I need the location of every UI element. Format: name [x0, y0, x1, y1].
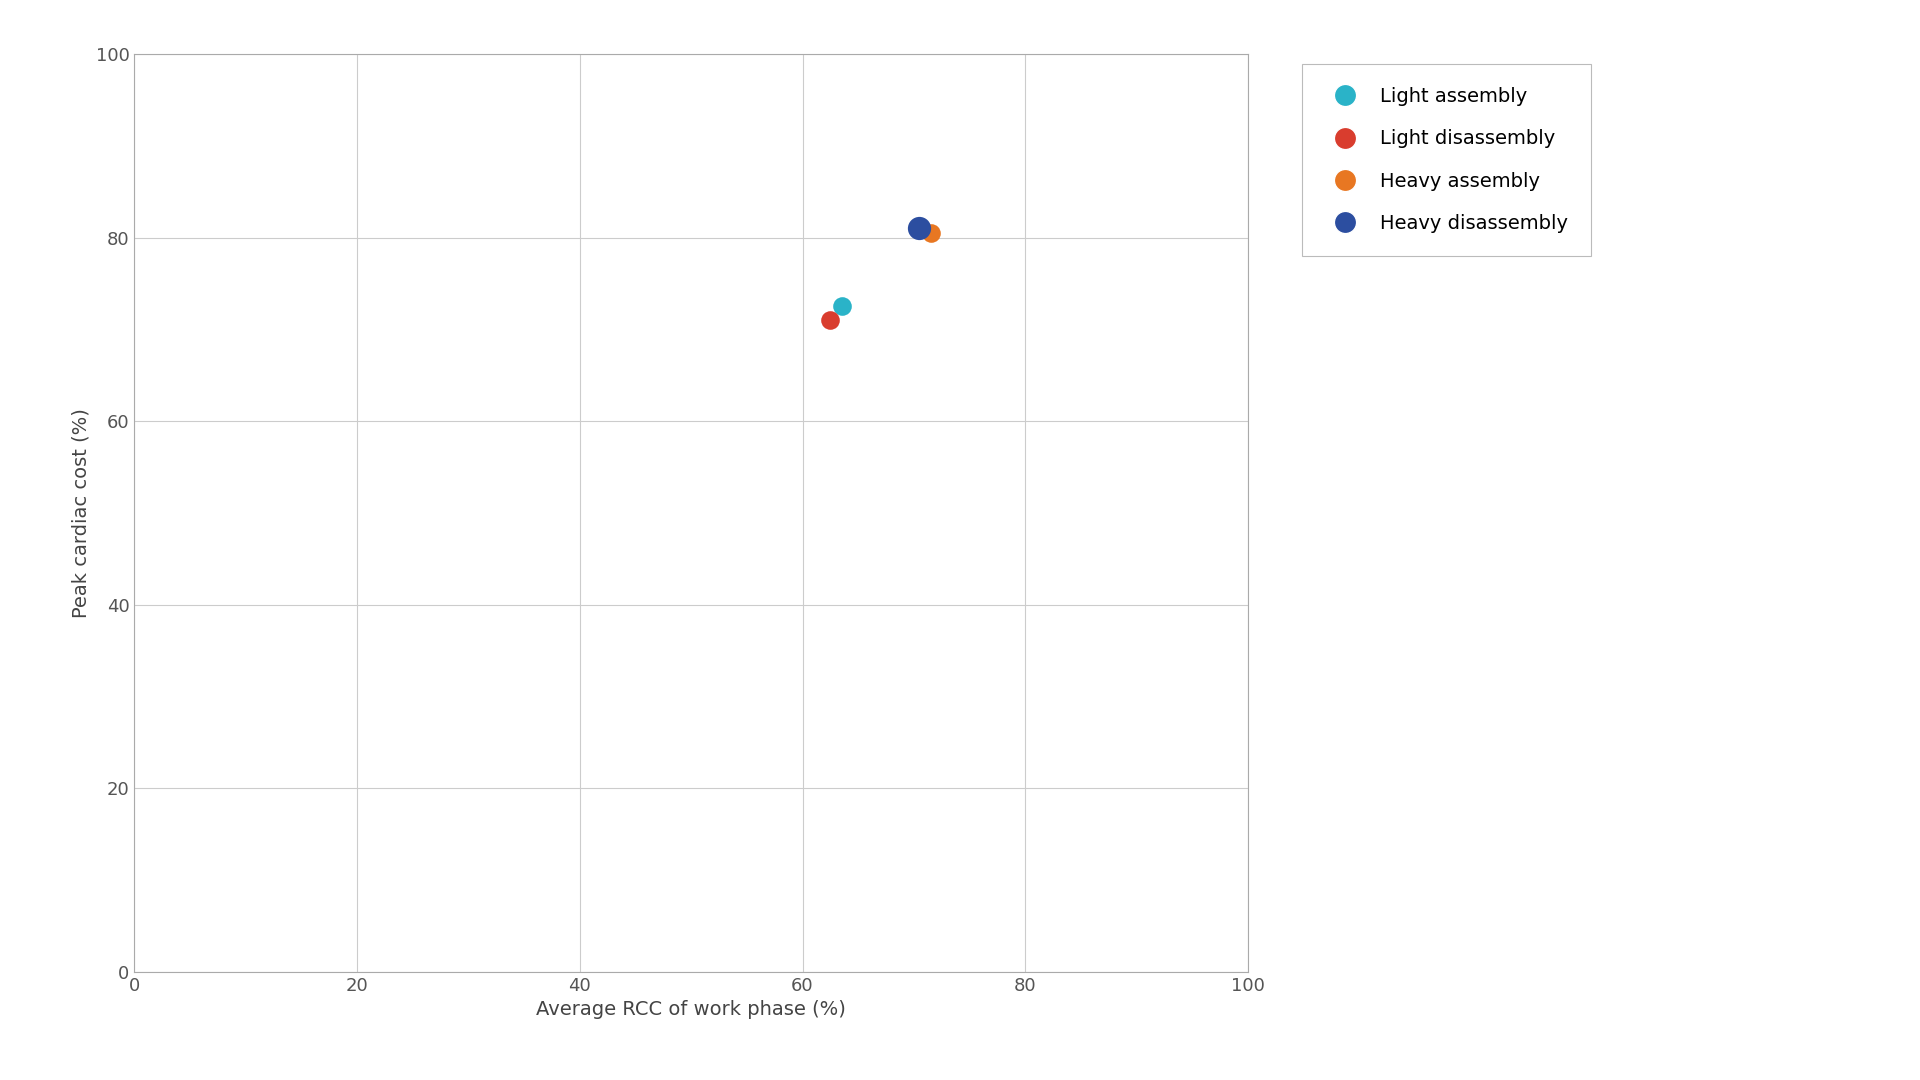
- X-axis label: Average RCC of work phase (%): Average RCC of work phase (%): [536, 1000, 847, 1020]
- Point: [916, 225, 947, 242]
- Y-axis label: Peak cardiac cost (%): Peak cardiac cost (%): [71, 408, 90, 618]
- Point: [816, 311, 847, 328]
- Legend: Light assembly, Light disassembly, Heavy assembly, Heavy disassembly: Light assembly, Light disassembly, Heavy…: [1302, 64, 1592, 256]
- Point: [826, 298, 856, 315]
- Point: [904, 220, 935, 238]
